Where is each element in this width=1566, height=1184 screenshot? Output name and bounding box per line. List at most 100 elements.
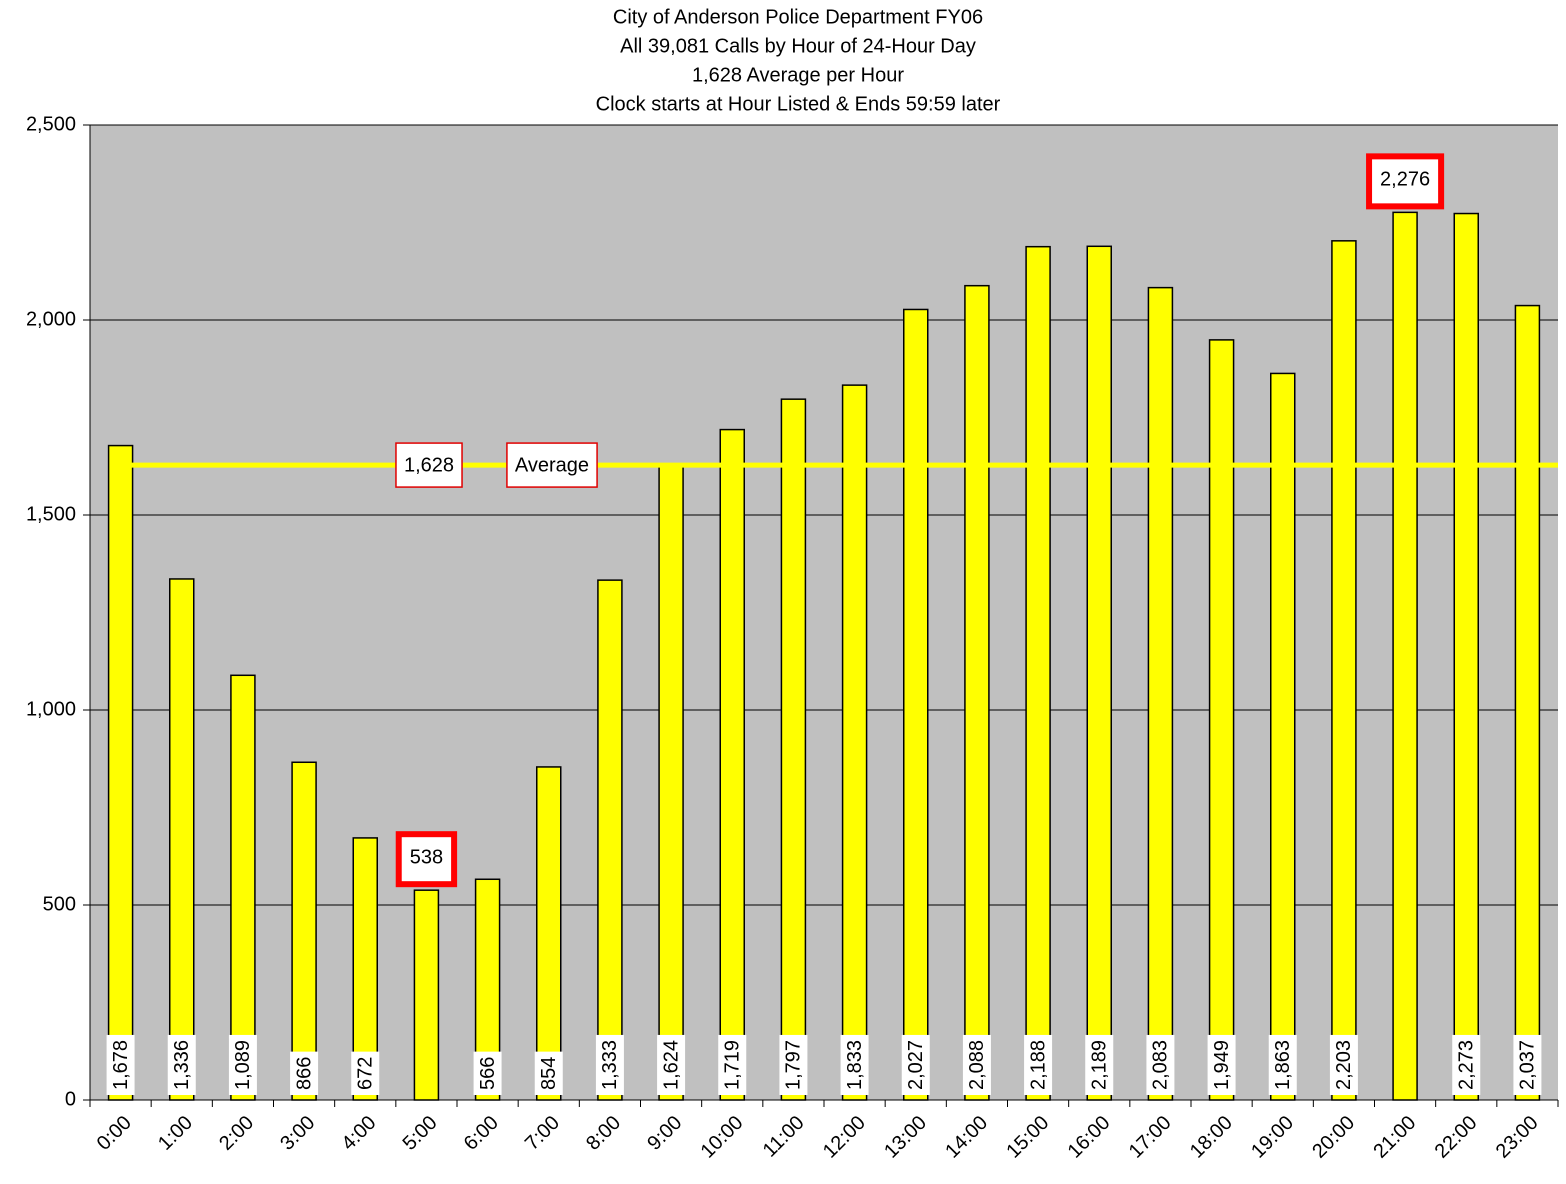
value-label: 2,276 (1380, 169, 1430, 191)
x-tick-label: 22:00 (1431, 1112, 1482, 1163)
y-tick-label: 1,000 (26, 698, 76, 720)
bar (658, 465, 684, 1101)
chart-title: 1,628 Average per Hour (692, 64, 904, 86)
value-label-box (595, 1034, 624, 1095)
bar (1514, 304, 1541, 1101)
value-label: 1,833 (844, 1040, 866, 1090)
value-label: 1,863 (1272, 1040, 1294, 1090)
y-tick-label: 1,500 (26, 503, 76, 525)
value-label: 2,027 (905, 1040, 927, 1090)
x-tick-label: 17:00 (1125, 1112, 1176, 1163)
x-tick-label: 20:00 (1308, 1112, 1359, 1163)
bar (413, 889, 440, 1101)
x-tick-label: 9:00 (643, 1112, 686, 1155)
bar (1270, 372, 1296, 1101)
x-tick-label: 6:00 (460, 1112, 503, 1155)
value-label-box (657, 1034, 686, 1095)
x-tick-label: 5:00 (399, 1112, 442, 1155)
x-tick-label: 23:00 (1492, 1112, 1543, 1163)
x-tick-label: 10:00 (697, 1112, 748, 1163)
value-label-box (1513, 1034, 1542, 1095)
value-label: 2,189 (1089, 1040, 1111, 1090)
value-label-box (106, 1034, 135, 1095)
bar (1025, 245, 1051, 1101)
x-tick-label: 19:00 (1247, 1112, 1298, 1163)
value-label-box (473, 1051, 502, 1095)
x-tick-label: 1:00 (154, 1112, 197, 1155)
value-label-box (167, 1034, 196, 1095)
bar (841, 384, 868, 1101)
value-label-box (1085, 1034, 1114, 1095)
bar (230, 674, 256, 1101)
x-tick-label: 3:00 (276, 1112, 319, 1155)
bar (597, 579, 623, 1101)
plot-area (90, 125, 1558, 1100)
value-label: 866 (293, 1057, 315, 1090)
value-label: 1,624 (660, 1040, 682, 1090)
value-label: 854 (538, 1057, 560, 1090)
x-tick-label: 8:00 (582, 1112, 625, 1155)
value-label-box (718, 1034, 747, 1095)
callout-box (1366, 153, 1445, 210)
y-tick-label: 0 (65, 1088, 76, 1110)
value-label-box (534, 1051, 563, 1095)
y-tick-label: 2,500 (26, 113, 76, 135)
average-label: Average (515, 454, 589, 476)
value-label-box (290, 1051, 319, 1095)
x-tick-label: 18:00 (1186, 1112, 1237, 1163)
value-label-box (901, 1034, 930, 1095)
value-label: 538 (410, 846, 443, 868)
value-label: 1,678 (110, 1040, 132, 1090)
x-tick-label: 7:00 (521, 1112, 564, 1155)
bar (903, 308, 929, 1101)
bar (1453, 212, 1479, 1101)
x-tick-label: 13:00 (880, 1112, 931, 1163)
bar (780, 398, 807, 1101)
y-tick-label: 2,000 (26, 308, 76, 330)
bar (1331, 240, 1357, 1101)
callout-box (395, 831, 458, 888)
value-label: 2,273 (1456, 1040, 1478, 1090)
bar (1392, 211, 1418, 1101)
value-label: 1,333 (599, 1040, 621, 1090)
value-label-box (1452, 1034, 1481, 1095)
x-tick-label: 12:00 (819, 1112, 870, 1163)
average-label: 1,628 (404, 454, 454, 476)
value-label-box (228, 1034, 257, 1095)
bar (169, 578, 195, 1101)
value-label-box (840, 1034, 869, 1095)
y-tick-label: 500 (43, 893, 76, 915)
bar (536, 766, 562, 1101)
bar (719, 428, 745, 1101)
chart-title: All 39,081 Calls by Hour of 24-Hour Day (620, 35, 976, 57)
x-tick-label: 4:00 (337, 1112, 380, 1155)
average-label-box (506, 442, 598, 488)
value-label: 1,336 (171, 1040, 193, 1090)
x-tick-label: 16:00 (1064, 1112, 1115, 1163)
x-tick-label: 0:00 (93, 1112, 136, 1155)
value-label: 1,719 (722, 1040, 744, 1090)
bar (964, 284, 990, 1101)
x-tick-label: 21:00 (1369, 1112, 1420, 1163)
bar (1086, 245, 1112, 1101)
value-label: 2,188 (1027, 1040, 1049, 1090)
value-label: 1,089 (232, 1040, 254, 1090)
chart-title: City of Anderson Police Department FY06 (613, 6, 983, 28)
value-label: 2,203 (1333, 1040, 1355, 1090)
x-tick-label: 11:00 (759, 1112, 809, 1162)
value-label: 2,037 (1517, 1040, 1539, 1090)
value-label: 1,949 (1211, 1040, 1233, 1090)
bar (107, 444, 134, 1101)
value-label: 2,088 (966, 1040, 988, 1090)
value-label-box (1024, 1034, 1053, 1095)
bar (1208, 339, 1235, 1101)
x-tick-label: 15:00 (1002, 1112, 1053, 1163)
bar (291, 761, 317, 1101)
value-label: 1,797 (783, 1040, 805, 1090)
bar (1147, 286, 1174, 1101)
value-label-box (1329, 1034, 1358, 1095)
x-tick-label: 2:00 (215, 1112, 258, 1155)
value-label-box (351, 1051, 380, 1095)
chart-title: Clock starts at Hour Listed & Ends 59:59… (596, 93, 1001, 115)
value-label-box (1146, 1034, 1175, 1095)
